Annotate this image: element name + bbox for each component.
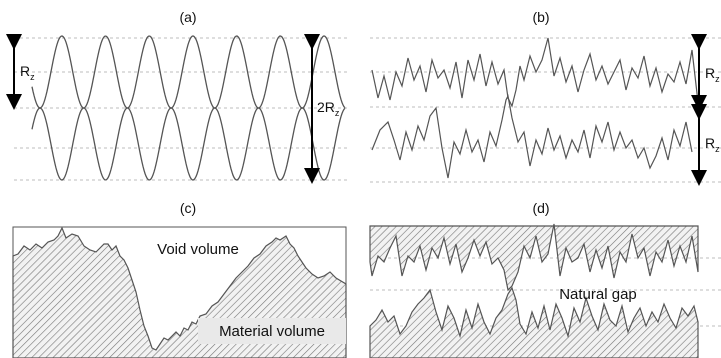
- panel-a-reference-lines: [14, 37, 350, 181]
- panel-b-bottom-profile: [371, 94, 693, 179]
- panel-d-label: (d): [532, 200, 549, 216]
- panel-d-lower-surface: [369, 286, 699, 358]
- panel-c-label: (c): [180, 200, 196, 216]
- panel-a-2rz-label: 2Rz: [317, 99, 340, 118]
- panel-b-reference-lines: [370, 37, 721, 183]
- panel-b-rz-label-bottom: Rz: [705, 135, 720, 154]
- panel-b-rz-label-top: Rz: [705, 65, 720, 84]
- panel-c-material-label: Material volume: [219, 323, 325, 340]
- panel-a: (a) Rz 2Rz: [6, 9, 350, 184]
- panel-c: (c) Void volume Material volume: [12, 200, 347, 358]
- panel-d-upper-surface: [369, 223, 699, 292]
- panel-b-top-profile: [371, 37, 699, 108]
- panel-d: (d) Natural gap: [369, 200, 721, 358]
- panel-c-void-label: Void volume: [157, 241, 239, 258]
- panel-b-label: (b): [532, 9, 549, 25]
- panel-a-label: (a): [179, 9, 196, 25]
- panel-c-material-label-bg: [198, 318, 346, 344]
- panel-d-gap-label: Natural gap: [559, 286, 637, 303]
- panel-b: (b) Rz Rz: [370, 9, 721, 186]
- panel-a-rz-label: Rz: [20, 63, 35, 82]
- panel-a-bottom-profile: [31, 107, 346, 181]
